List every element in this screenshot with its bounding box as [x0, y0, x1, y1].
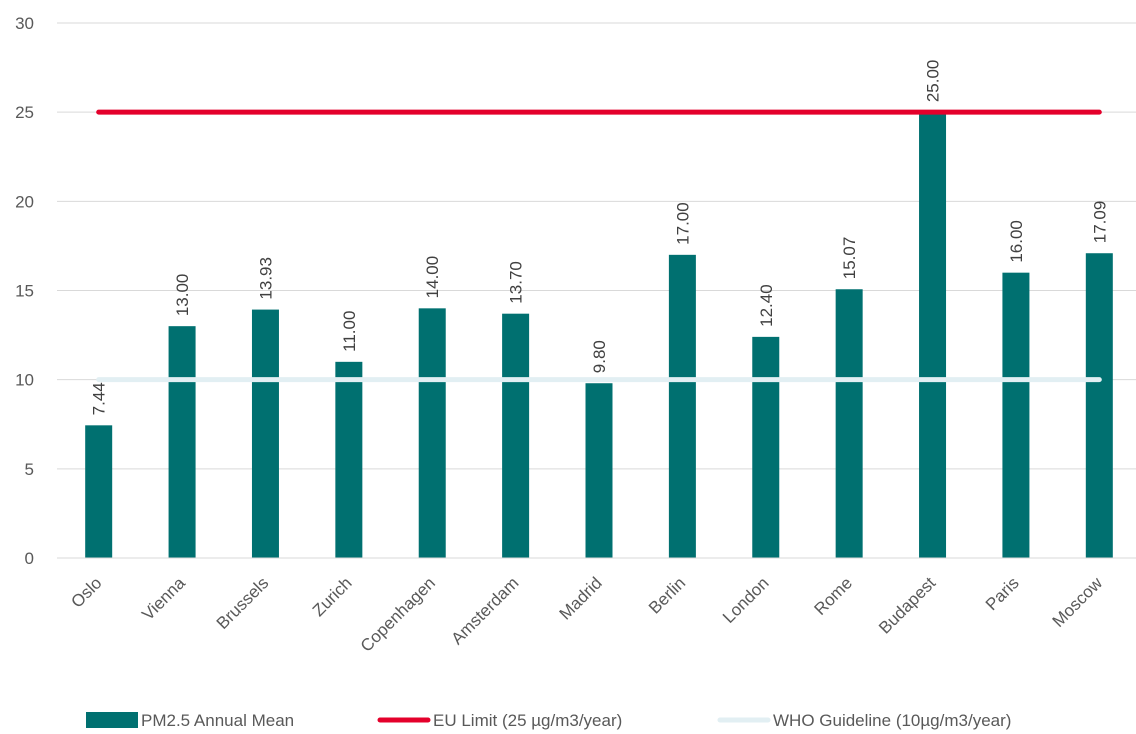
bar	[585, 383, 613, 558]
x-tick-label: Zurich	[309, 573, 356, 620]
y-tick-label: 0	[25, 549, 34, 568]
x-tick-label: Rome	[810, 573, 856, 619]
bar	[1002, 272, 1030, 558]
x-tick-label: Amsterdam	[448, 573, 523, 648]
bar-data-label: 25.00	[924, 60, 943, 103]
bar	[1085, 253, 1113, 558]
bar-data-label: 15.07	[840, 237, 859, 280]
x-tick-label: Berlin	[645, 573, 689, 617]
legend-label: PM2.5 Annual Mean	[141, 711, 294, 730]
x-tick-label: Copenhagen	[357, 573, 439, 655]
bar-data-label: 12.40	[757, 284, 776, 327]
bar-data-label: 14.00	[423, 256, 442, 299]
bar	[502, 313, 530, 558]
bar	[418, 308, 446, 558]
bar	[835, 289, 863, 558]
bar	[85, 425, 113, 558]
bar-data-label: 13.93	[256, 257, 275, 300]
bar-data-label: 7.44	[90, 382, 109, 415]
legend-label: WHO Guideline (10µg/m3/year)	[773, 711, 1011, 730]
legend-swatch-bar	[86, 712, 138, 728]
x-tick-label: Moscow	[1049, 573, 1107, 631]
bar-data-label: 9.80	[590, 340, 609, 373]
bar-data-label: 17.00	[673, 202, 692, 245]
bar	[919, 112, 947, 559]
legend-layer: PM2.5 Annual Mean EU Limit (25 µg/m3/year…	[86, 711, 1011, 730]
x-tick-label: Brussels	[213, 573, 273, 633]
y-tick-label: 20	[15, 192, 34, 211]
x-tick-label: Budapest	[875, 573, 939, 637]
x-tick-label: Vienna	[138, 573, 189, 624]
y-tick-label: 30	[15, 14, 34, 33]
y-tick-label: 10	[15, 371, 34, 390]
bar-data-label: 16.00	[1007, 220, 1026, 263]
bar	[168, 326, 196, 558]
y-tick-label: 5	[25, 460, 34, 479]
bar-data-label: 11.00	[340, 311, 359, 352]
bar-data-label: 17.09	[1090, 201, 1109, 244]
bar	[668, 254, 696, 559]
lines-layer	[96, 109, 1102, 383]
bar	[251, 309, 279, 558]
bar-data-label: 13.00	[173, 274, 192, 317]
x-tick-label: Oslo	[67, 573, 105, 611]
x-tick-label: London	[719, 573, 773, 627]
bar	[335, 361, 363, 558]
bar-data-label: 13.70	[507, 261, 526, 304]
labels-layer: 7.44 13.00 13.93 11.00 14.00 13.70 9.80 17.00 12…	[90, 60, 1110, 416]
y-tick-label: 15	[15, 282, 34, 301]
x-tick-label: Madrid	[556, 573, 606, 623]
bars-layer	[85, 112, 1113, 559]
x-tick-label: Paris	[982, 573, 1023, 614]
legend-label: EU Limit (25 µg/m3/year)	[433, 711, 622, 730]
bar	[752, 336, 780, 558]
y-tick-label: 25	[15, 103, 34, 122]
